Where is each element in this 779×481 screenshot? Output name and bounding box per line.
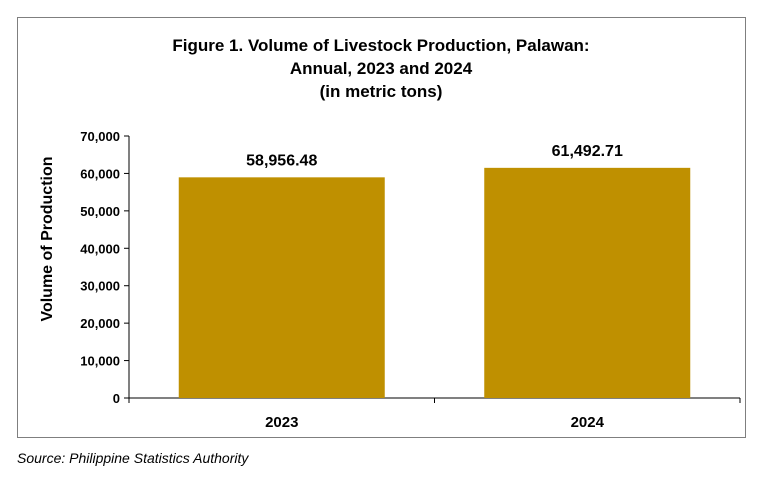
- y-tick-label: 10,000: [80, 354, 120, 369]
- y-tick-label: 0: [113, 391, 120, 406]
- y-tick-label: 30,000: [80, 279, 120, 294]
- y-tick-label: 20,000: [80, 316, 120, 331]
- bar-2024: [484, 167, 691, 398]
- bar-chart: Figure 1. Volume of Livestock Production…: [39, 36, 741, 431]
- y-tick-label: 40,000: [80, 241, 120, 256]
- x-tick-label-2024: 2024: [571, 414, 605, 431]
- y-tick-label: 50,000: [80, 204, 120, 219]
- chart-title-line-2: Annual, 2023 and 2024: [290, 59, 473, 78]
- y-tick-label: 60,000: [80, 166, 120, 181]
- bar-2023: [178, 177, 385, 398]
- data-label-2024: 61,492.71: [552, 143, 623, 160]
- source-note: Source: Philippine Statistics Authority: [17, 450, 249, 466]
- chart-frame: Figure 1. Volume of Livestock Production…: [17, 17, 746, 438]
- plot-area: 0 10,000 20,000 30,000 40,000 50,000 60,000 70,…: [80, 129, 741, 431]
- chart-title-line-3: (in metric tons): [320, 82, 443, 101]
- data-label-2023: 58,956.48: [246, 152, 317, 169]
- chart-title: Figure 1. Volume of Livestock Production…: [172, 36, 589, 101]
- y-tick-label: 70,000: [80, 129, 120, 144]
- y-axis-label: Volume of Production: [39, 156, 56, 321]
- x-tick-label-2023: 2023: [265, 414, 298, 431]
- chart-title-line-1: Figure 1. Volume of Livestock Production…: [172, 36, 589, 55]
